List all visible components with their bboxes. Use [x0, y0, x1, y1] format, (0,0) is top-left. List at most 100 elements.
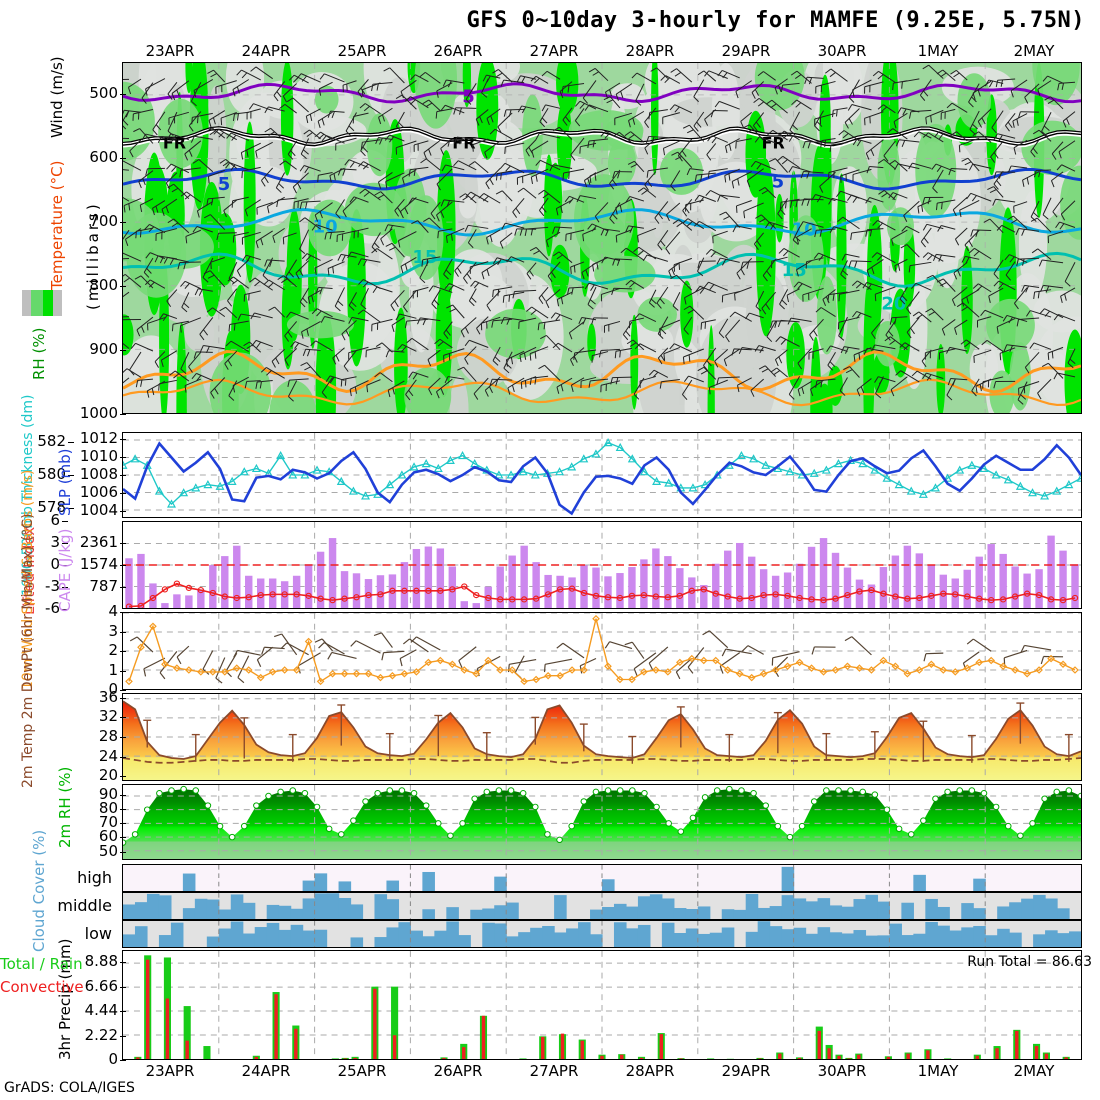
tick-mark: [120, 587, 126, 588]
li-tick: -3: [45, 577, 60, 595]
slp-tick: 1010: [79, 447, 118, 466]
date-label: 27APR: [529, 1062, 579, 1080]
tick-mark: [120, 795, 126, 797]
tick-mark: [120, 492, 126, 494]
date-label: 29APR: [721, 1062, 771, 1080]
date-label: 23APR: [145, 42, 195, 60]
date-label: 30APR: [817, 42, 867, 60]
date-label: 28APR: [625, 42, 675, 60]
tick-mark: [120, 1011, 126, 1013]
date-label: 23APR: [145, 1062, 195, 1080]
page-title: GFS 0~10day 3-hourly for MAMFE (9.25E, 5…: [466, 8, 1085, 33]
cloud-cover-middle-panel: [122, 892, 1082, 920]
lifted-index-cape-panel: [122, 521, 1082, 609]
date-label: 24APR: [241, 1062, 291, 1080]
precip-legend-total: Total / Rain: [0, 955, 83, 973]
slp-tick: 1012: [79, 429, 118, 448]
tick-mark: [120, 851, 126, 853]
tick-mark: [120, 612, 126, 613]
rh-legend-swatch: [22, 290, 62, 316]
rh-tick: 90: [98, 785, 118, 804]
svg-text:5: 5: [462, 87, 475, 108]
temp-tick: 24: [98, 746, 118, 765]
slp-tick: 1006: [79, 482, 118, 501]
tick-mark: [120, 651, 126, 652]
tick-mark: [120, 510, 126, 512]
cloud-row-labels: high middle low: [0, 864, 118, 948]
tick-mark: [120, 543, 126, 544]
tick-mark: [120, 776, 126, 778]
precip-legend-convective: Convective: [0, 978, 84, 996]
upper-air-temp-caption: Temperature (°C): [48, 160, 66, 290]
wind-tick: 4: [108, 602, 118, 620]
svg-text:15: 15: [782, 260, 807, 281]
temperature-panel: [122, 693, 1082, 781]
tick-mark: [62, 521, 68, 522]
tick-mark: [62, 609, 68, 610]
tick-mark: [68, 475, 74, 476]
tick-mark: [120, 1035, 126, 1037]
precipitation-panel: [122, 950, 1082, 1060]
date-label: 27APR: [529, 42, 579, 60]
slp-thickness-panel: [122, 432, 1082, 518]
date-label: 29APR: [721, 42, 771, 60]
pressure-tick: 500: [89, 84, 118, 102]
wind-speed-panel: [122, 612, 1082, 690]
date-label: 26APR: [433, 42, 483, 60]
pressure-tick: 700: [89, 212, 118, 230]
pressure-tick: 800: [89, 276, 118, 294]
cloud-row-label: middle: [57, 896, 112, 915]
cape-caption: CAPE (J/kg): [56, 528, 74, 612]
tick-mark: [120, 697, 126, 699]
cape-tick: 2361: [79, 533, 118, 551]
pressure-tick: 1000: [79, 404, 118, 422]
pressure-tick: 900: [89, 340, 118, 358]
svg-text:FR: FR: [163, 134, 186, 153]
date-label: 1MAY: [917, 42, 959, 60]
upper-air-rh-caption: RH (%): [30, 327, 48, 380]
date-label: 30APR: [817, 1062, 867, 1080]
temp-tick: 32: [98, 707, 118, 726]
precip-tick: 2.22: [84, 1025, 118, 1044]
li-tick: 3: [50, 533, 60, 551]
temp-tick: 36: [98, 687, 118, 706]
thickness-tick: 580: [37, 465, 66, 483]
tick-mark: [120, 1060, 126, 1061]
date-label: 1MAY: [917, 1062, 959, 1080]
svg-text:FR: FR: [452, 134, 475, 153]
tick-mark: [62, 565, 68, 566]
thickness-tick: 578: [37, 498, 66, 517]
date-label: 25APR: [337, 1062, 387, 1080]
svg-text:10: 10: [313, 217, 338, 238]
rh-tick: 80: [98, 799, 118, 818]
tick-mark: [120, 414, 126, 415]
precip-tick: 0: [108, 1050, 118, 1068]
cloud-cover-low-panel: [122, 920, 1082, 948]
svg-text:5: 5: [218, 174, 231, 195]
date-label: 26APR: [433, 1062, 483, 1080]
tick-mark: [120, 717, 126, 719]
pressure-tick: 600: [89, 148, 118, 166]
upper-air-wind-caption: Wind (m/s): [48, 56, 66, 138]
cape-tick: 1574: [79, 555, 118, 573]
wind-tick: 2: [108, 641, 118, 659]
slp-caption: SLP (mb): [56, 448, 74, 516]
tick-mark: [120, 631, 126, 633]
wind-tick: 3: [108, 621, 118, 640]
date-label: 24APR: [241, 42, 291, 60]
precip-tick: 6.66: [84, 976, 118, 995]
li-tick: 0: [50, 555, 60, 573]
tick-mark: [120, 986, 126, 988]
relative-humidity-panel: [122, 784, 1082, 860]
rh-tick: 70: [98, 813, 118, 832]
cape-tick: 787: [89, 577, 118, 595]
grads-footer: GrADS: COLA/IGES: [4, 1080, 135, 1096]
precip-tick: 4.44: [84, 1001, 118, 1020]
tick-mark: [62, 543, 68, 544]
date-label: 2MAY: [1013, 42, 1055, 60]
tick-mark: [68, 441, 74, 443]
thickness-tick: 582: [37, 431, 66, 450]
tick-mark: [120, 690, 126, 691]
cloud-cover-caption: Cloud Cover (%): [30, 829, 48, 952]
tick-mark: [120, 286, 126, 287]
